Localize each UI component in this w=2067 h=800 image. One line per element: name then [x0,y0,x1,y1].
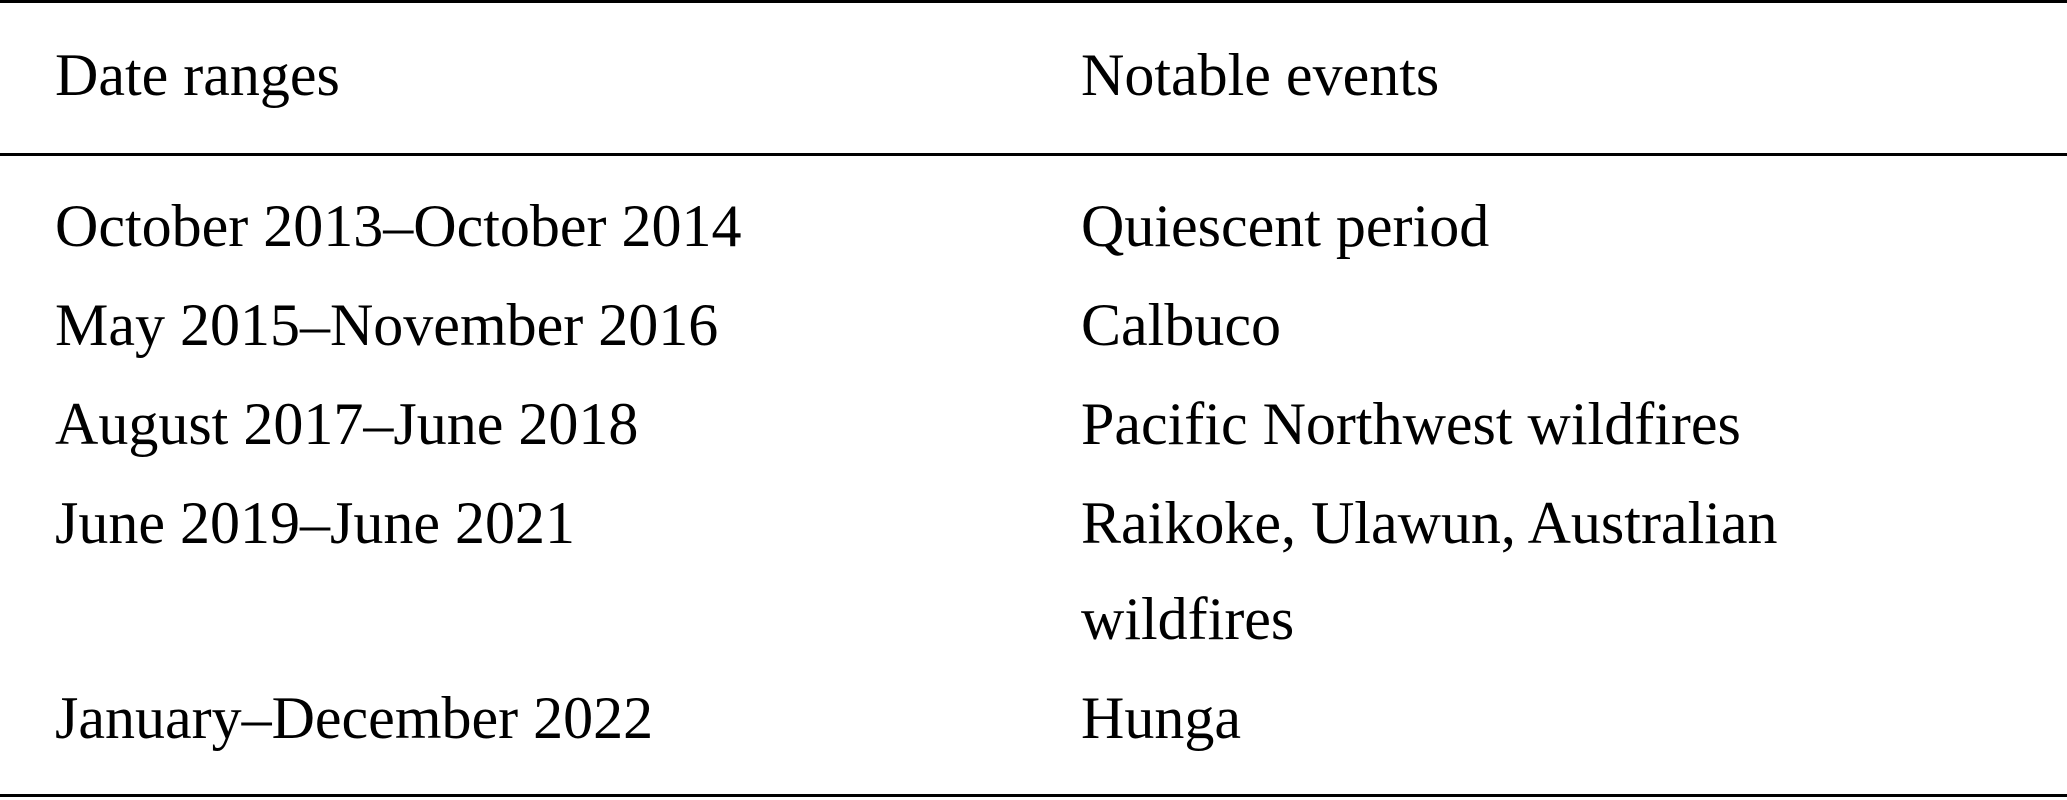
header-rule [0,153,2067,156]
date-range-cell: June 2019–June 2021 [55,490,575,556]
table-row: June 2019–June 2021 Raikoke, Ulawun, Aust… [0,474,2067,573]
date-range-cell: May 2015–November 2016 [55,292,719,358]
table-header: Date ranges Notable events [0,26,2067,125]
date-range-cell: January–December 2022 [55,685,654,751]
date-range-cell: October 2013–October 2014 [55,193,742,259]
notable-event-cell: Raikoke, Ulawun, Australian [1081,490,1778,556]
table-row: May 2015–November 2016 Calbuco [0,276,2067,375]
notable-event-cell: Pacific Northwest wildfires [1081,391,1741,457]
header-date-ranges: Date ranges [55,42,340,108]
notable-event-cell: Hunga [1081,685,1241,751]
top-rule [0,0,2067,3]
notable-event-cell: wildfires [1081,586,1295,652]
notable-event-cell: Quiescent period [1081,193,1490,259]
header-notable-events: Notable events [1081,42,1440,108]
table-row: wildfires [0,570,2067,669]
notable-event-cell: Calbuco [1081,292,1281,358]
table-row: August 2017–June 2018 Pacific Northwest w… [0,375,2067,474]
table-row: October 2013–October 2014 Quiescent perio… [0,177,2067,276]
bottom-rule [0,794,2067,797]
date-range-cell: August 2017–June 2018 [55,391,639,457]
table-row: January–December 2022 Hunga [0,669,2067,768]
